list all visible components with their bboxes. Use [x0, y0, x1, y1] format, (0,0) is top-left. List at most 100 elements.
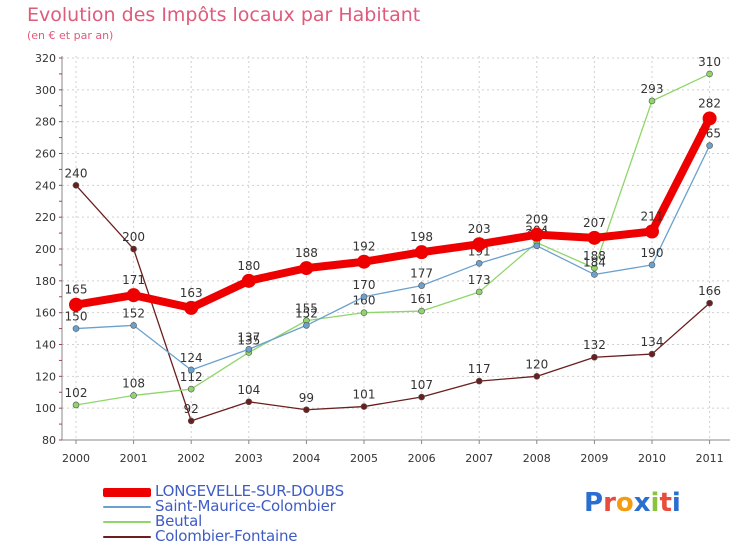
legend-swatch-beutal — [103, 521, 151, 523]
y-tick-label: 260 — [35, 148, 56, 161]
x-tick-label: 2011 — [696, 452, 724, 465]
y-tick-label: 100 — [35, 402, 56, 415]
data-point-longevelle-sur-doubs — [472, 237, 487, 252]
data-label-saint-maurice-colombier: 124 — [180, 351, 203, 365]
legend-label-saint-maurice-colombier: Saint-Maurice-Colombier — [155, 497, 336, 515]
data-point-colombier-fontaine — [360, 403, 368, 410]
data-point-colombier-fontaine — [72, 182, 80, 189]
data-label-beutal: 310 — [698, 55, 721, 69]
y-tick-label: 300 — [35, 84, 56, 97]
data-point-colombier-fontaine — [130, 245, 137, 253]
data-point-colombier-fontaine — [475, 377, 483, 385]
data-label-colombier-fontaine: 134 — [641, 335, 664, 349]
legend-label-longevelle-sur-doubs: LONGEVELLE-SUR-DOUBS — [155, 482, 344, 500]
data-point-saint-maurice-colombier — [706, 142, 713, 149]
x-tick-label: 2008 — [523, 452, 551, 465]
data-point-beutal — [648, 97, 656, 105]
x-tick-label: 2005 — [350, 452, 378, 465]
x-tick-label: 2002 — [177, 452, 205, 465]
data-label-beutal: 108 — [122, 376, 145, 390]
data-point-longevelle-sur-doubs — [126, 288, 141, 303]
data-label-saint-maurice-colombier: 190 — [641, 246, 664, 260]
data-label-colombier-fontaine: 92 — [184, 402, 199, 416]
chart-title: Evolution des Impôts locaux par Habitant — [27, 4, 421, 26]
data-label-longevelle-sur-doubs: 207 — [583, 216, 606, 230]
data-label-longevelle-sur-doubs: 198 — [410, 230, 433, 244]
data-label-longevelle-sur-doubs: 209 — [525, 213, 548, 227]
y-tick-label: 220 — [35, 211, 56, 224]
y-tick-label: 80 — [42, 434, 56, 447]
data-label-beutal: 173 — [468, 273, 491, 287]
data-point-colombier-fontaine — [706, 299, 713, 307]
data-label-colombier-fontaine: 99 — [299, 391, 314, 405]
logo-letter: o — [615, 488, 634, 518]
logo-letter: i — [650, 488, 660, 518]
data-point-longevelle-sur-doubs — [357, 254, 371, 269]
y-tick-label: 280 — [35, 116, 56, 129]
data-label-beutal: 155 — [295, 302, 318, 316]
data-point-longevelle-sur-doubs — [702, 111, 717, 126]
data-point-saint-maurice-colombier — [130, 322, 137, 329]
data-label-saint-maurice-colombier: 177 — [410, 267, 433, 281]
data-label-saint-maurice-colombier: 152 — [122, 306, 145, 320]
logo-letter: i — [671, 488, 681, 518]
series-line-saint-maurice-colombier — [75, 144, 711, 371]
chart-subtitle: (en € et par an) — [27, 29, 114, 42]
data-label-longevelle-sur-doubs: 203 — [468, 222, 491, 236]
data-point-saint-maurice-colombier — [303, 322, 310, 329]
data-label-colombier-fontaine: 132 — [583, 338, 606, 352]
logo-letter: r — [603, 488, 616, 518]
data-point-longevelle-sur-doubs — [587, 230, 602, 245]
legend-swatch-saint-maurice-colombier — [103, 506, 151, 508]
logo-letter: P — [584, 488, 604, 518]
data-label-saint-maurice-colombier: 137 — [237, 330, 260, 344]
legend-label-colombier-fontaine: Colombier-Fontaine — [155, 527, 298, 545]
data-point-colombier-fontaine — [245, 398, 253, 406]
x-tick-label: 2009 — [580, 452, 608, 465]
x-tick-label: 2001 — [120, 452, 148, 465]
data-label-colombier-fontaine: 166 — [698, 284, 721, 298]
x-tick-label: 2007 — [465, 452, 493, 465]
series-line-colombier-fontaine — [75, 184, 711, 422]
data-label-colombier-fontaine: 104 — [237, 383, 260, 397]
data-label-beutal: 293 — [641, 82, 664, 96]
data-point-saint-maurice-colombier — [245, 345, 253, 353]
data-label-beutal: 160 — [353, 294, 376, 308]
data-point-beutal — [360, 309, 368, 316]
data-point-saint-maurice-colombier — [533, 242, 541, 250]
data-label-saint-maurice-colombier: 184 — [583, 255, 606, 269]
y-tick-label: 320 — [35, 52, 56, 65]
data-point-beutal — [475, 288, 483, 296]
data-point-longevelle-sur-doubs — [414, 245, 429, 260]
data-label-longevelle-sur-doubs: 163 — [180, 286, 203, 300]
data-point-saint-maurice-colombier — [648, 261, 656, 269]
x-tick-label: 2000 — [62, 452, 90, 465]
data-label-longevelle-sur-doubs: 188 — [295, 246, 318, 260]
data-label-beutal: 161 — [410, 292, 433, 306]
y-tick-label: 140 — [35, 339, 56, 352]
data-label-colombier-fontaine: 120 — [525, 357, 548, 371]
data-point-beutal — [72, 401, 80, 409]
data-label-colombier-fontaine: 117 — [468, 362, 491, 376]
data-label-saint-maurice-colombier: 150 — [65, 310, 88, 324]
x-tick-label: 2004 — [292, 452, 320, 465]
data-label-saint-maurice-colombier: 152 — [295, 306, 318, 320]
data-point-longevelle-sur-doubs — [241, 273, 256, 288]
data-point-longevelle-sur-doubs — [645, 224, 659, 239]
data-point-beutal — [591, 264, 598, 272]
data-label-colombier-fontaine: 101 — [353, 388, 376, 402]
data-label-beutal: 188 — [583, 249, 606, 263]
data-label-saint-maurice-colombier: 170 — [353, 278, 376, 292]
data-label-longevelle-sur-doubs: 180 — [237, 259, 260, 273]
data-label-longevelle-sur-doubs: 171 — [122, 273, 145, 287]
data-label-colombier-fontaine: 107 — [410, 378, 433, 392]
y-tick-label: 120 — [35, 370, 56, 383]
proxiti-logo: Proxiti — [584, 488, 681, 518]
logo-letter: x — [633, 488, 651, 518]
data-point-longevelle-sur-doubs — [529, 227, 544, 242]
data-point-longevelle-sur-doubs — [299, 261, 314, 276]
data-point-colombier-fontaine — [591, 353, 598, 361]
legend-label-beutal: Beutal — [155, 512, 203, 530]
